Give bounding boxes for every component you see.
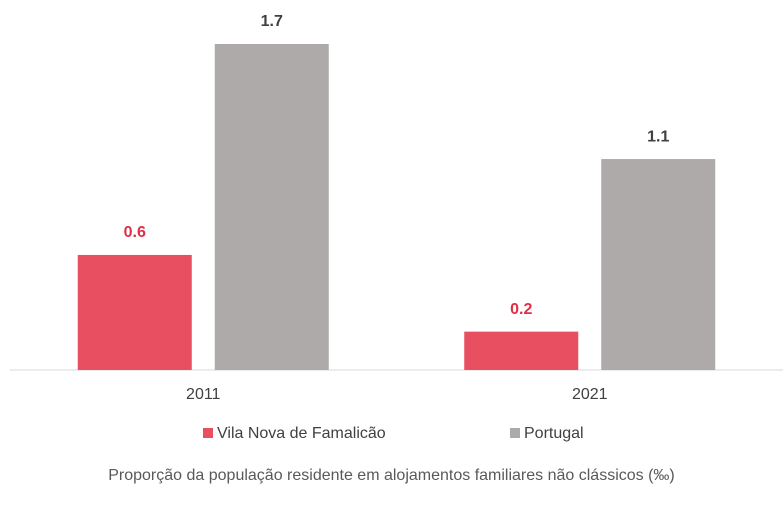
value-label: 1.1 — [647, 128, 669, 145]
x-tick-label: 2021 — [572, 386, 608, 403]
value-label: 0.2 — [510, 301, 532, 318]
legend-swatch — [203, 428, 213, 438]
bar — [214, 44, 329, 370]
legend-label: Portugal — [524, 425, 584, 442]
bar — [601, 159, 716, 370]
x-tick-label: 2011 — [186, 386, 221, 403]
legend-swatch — [510, 428, 520, 438]
bar — [464, 331, 579, 370]
chart: 0.6 0.2 1.7 1.1 2011 2021 Vila Nova de Famalic… — [10, 13, 783, 442]
bar — [77, 254, 192, 370]
chart-title: Proporção da população residente em aloj… — [108, 467, 675, 484]
legend-label: Vila Nova de Famalicão — [217, 425, 386, 442]
value-label: 1.7 — [261, 13, 283, 30]
value-label: 0.6 — [124, 224, 146, 241]
